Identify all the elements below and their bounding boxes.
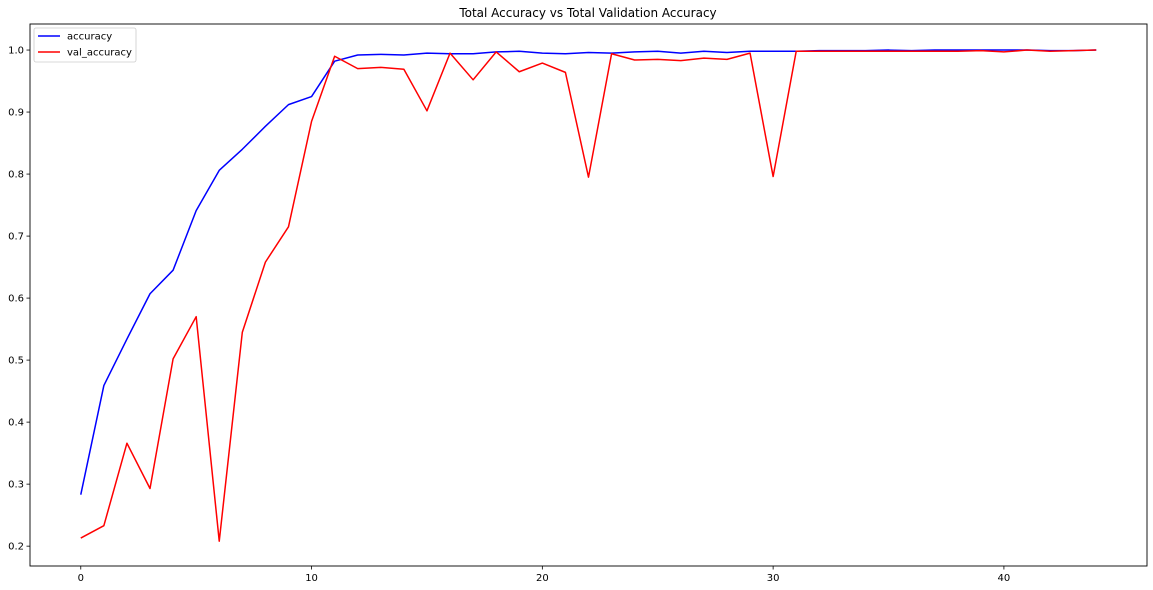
y-tick-label: 0.2 xyxy=(8,542,24,553)
y-tick-label: 1.0 xyxy=(8,46,24,57)
legend: accuracy val_accuracy xyxy=(33,27,137,63)
y-tick-label: 0.4 xyxy=(8,418,24,429)
x-tick-label: 30 xyxy=(767,573,780,584)
plot-area xyxy=(80,49,1097,542)
y-tick-label: 0.3 xyxy=(8,480,24,491)
legend-label-accuracy: accuracy xyxy=(67,32,112,43)
y-tick-label: 0.6 xyxy=(8,294,24,305)
x-tick-label: 40 xyxy=(998,573,1011,584)
axis-ticks: 0.2 0.3 0.4 0.5 0.6 0.7 0.8 0.9 1.0 0 10 20 30 40 xyxy=(8,46,1010,584)
y-tick-label: 0.5 xyxy=(8,356,24,367)
y-tick-label: 0.9 xyxy=(8,108,24,119)
axes-frame xyxy=(29,23,1148,567)
series-line-accuracy xyxy=(80,49,1097,495)
series-line-val-accuracy xyxy=(80,49,1097,542)
x-tick-label: 10 xyxy=(305,573,318,584)
chart-title: Total Accuracy vs Total Validation Accur… xyxy=(458,6,716,20)
y-tick-label: 0.8 xyxy=(8,170,24,181)
x-tick-label: 20 xyxy=(536,573,549,584)
legend-label-val-accuracy: val_accuracy xyxy=(67,48,132,59)
x-tick-label: 0 xyxy=(78,573,84,584)
y-tick-label: 0.7 xyxy=(8,232,24,243)
